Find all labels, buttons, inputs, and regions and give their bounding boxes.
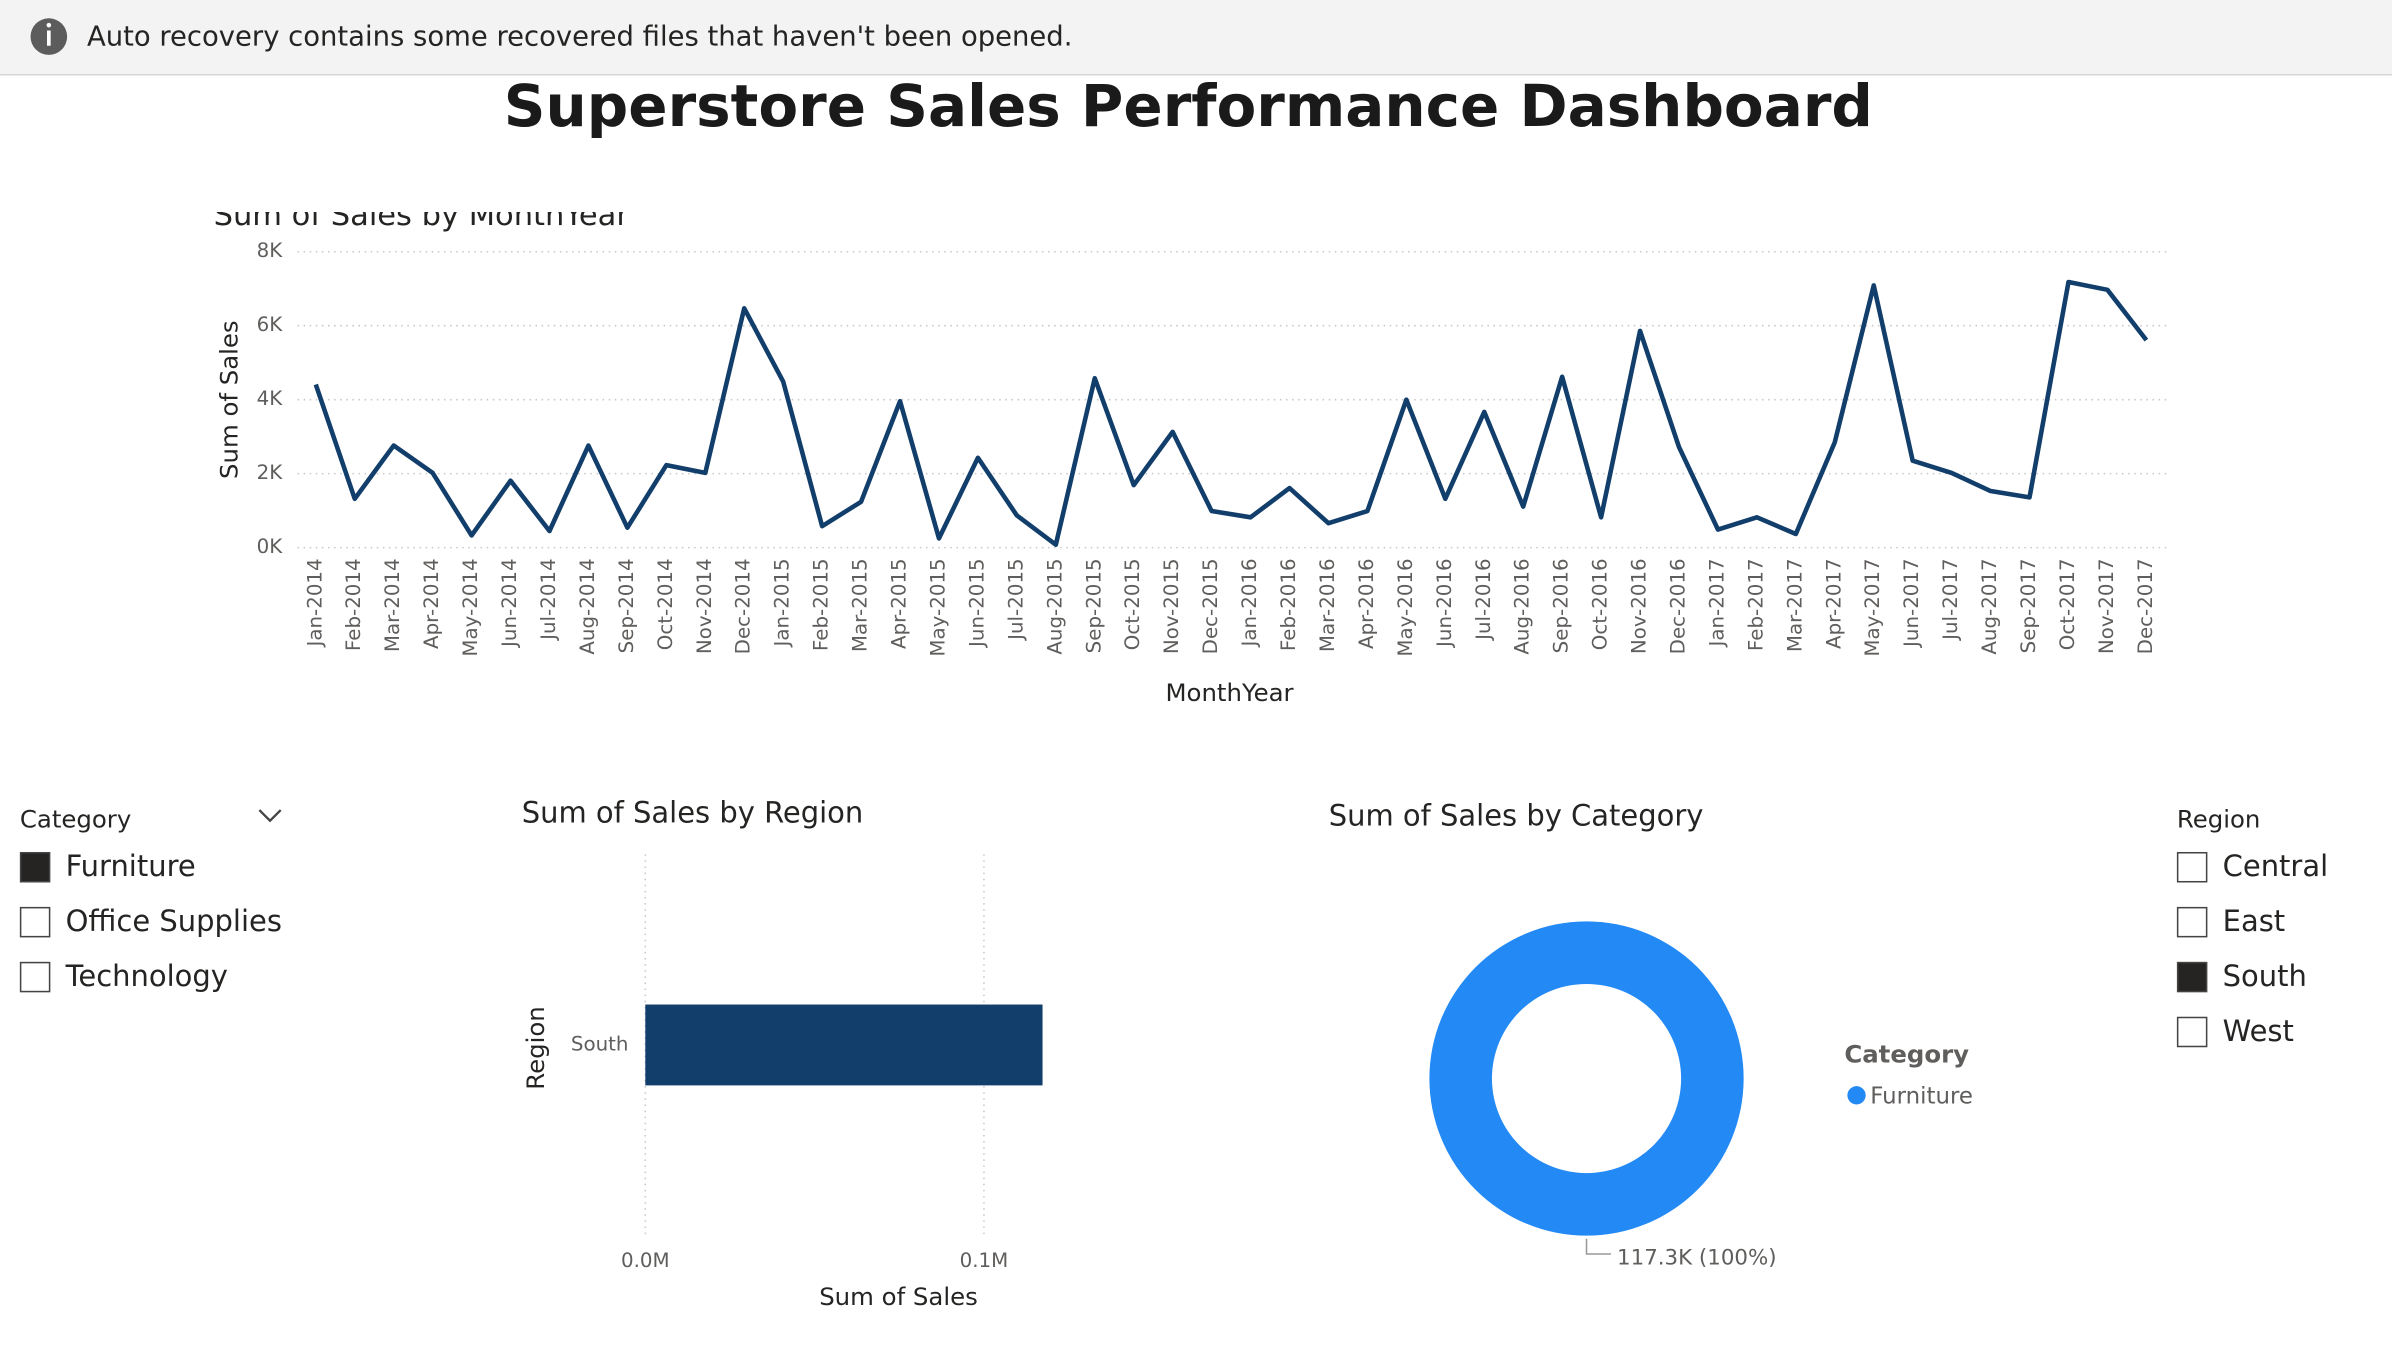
x-tick-label: 0.0M bbox=[621, 1249, 670, 1272]
x-tick-label: Jan-2014 bbox=[303, 558, 326, 648]
y-tick-label: 4K bbox=[257, 387, 284, 410]
x-tick-label: Apr-2016 bbox=[1355, 558, 1378, 649]
slicer-title: Region bbox=[2177, 805, 2261, 834]
x-tick-label: Oct-2016 bbox=[1589, 558, 1612, 650]
x-tick-label: Oct-2014 bbox=[654, 558, 677, 650]
x-tick-label: Aug-2014 bbox=[576, 558, 599, 654]
x-tick-label: Jun-2017 bbox=[1900, 558, 1923, 649]
x-tick-label: Oct-2015 bbox=[1121, 558, 1144, 650]
slicer-checkbox[interactable] bbox=[19, 906, 51, 938]
x-tick-label: Dec-2014 bbox=[732, 558, 755, 654]
x-axis-title: MonthYear bbox=[1166, 678, 1295, 707]
y-axis-title: Sum of Sales bbox=[214, 320, 243, 479]
slicer-checkbox[interactable] bbox=[19, 961, 51, 993]
slicer-checkbox[interactable] bbox=[2176, 851, 2208, 883]
info-icon-stem bbox=[47, 30, 51, 46]
x-tick-label: Jan-2016 bbox=[1238, 558, 1261, 648]
notification-bar bbox=[0, 0, 2392, 75]
x-tick-label: Feb-2015 bbox=[810, 558, 833, 651]
x-tick-label: Mar-2015 bbox=[849, 558, 872, 652]
donut-slice bbox=[1429, 921, 1744, 1236]
chart-title: Sum of Sales by Category bbox=[1329, 799, 1704, 833]
leader-line bbox=[1585, 1238, 1611, 1255]
slicer-title: Category bbox=[20, 805, 131, 834]
dashboard-title: Superstore Sales Performance Dashboard bbox=[504, 72, 1873, 140]
data-label: 117.3K (100%) bbox=[1617, 1246, 1777, 1271]
x-tick-label: Jun-2014 bbox=[498, 558, 521, 649]
x-tick-label: Feb-2016 bbox=[1277, 558, 1300, 651]
slicer-checkbox[interactable] bbox=[2176, 1016, 2208, 1048]
x-tick-label: 0.1M bbox=[960, 1249, 1009, 1272]
x-tick-label: Mar-2014 bbox=[381, 558, 404, 652]
slicer-item[interactable]: Central bbox=[2223, 849, 2328, 883]
y-tick-label: South bbox=[571, 1032, 629, 1055]
slicer-checkbox[interactable] bbox=[2176, 961, 2208, 993]
chart-title: Sum of Sales by MonthYear bbox=[214, 198, 630, 233]
x-tick-label: Jan-2015 bbox=[771, 558, 794, 648]
x-tick-label: Sep-2014 bbox=[615, 558, 638, 653]
bar bbox=[645, 1004, 1043, 1086]
slicer-item[interactable]: East bbox=[2223, 904, 2286, 938]
notification-text: Auto recovery contains some recovered fi… bbox=[87, 22, 1073, 53]
sales-line bbox=[313, 279, 2149, 547]
x-tick-label: Jul-2015 bbox=[1004, 558, 1027, 642]
y-tick-label: 6K bbox=[257, 313, 284, 336]
x-tick-label: Dec-2015 bbox=[1199, 558, 1222, 654]
x-tick-label: Jul-2014 bbox=[537, 558, 560, 642]
x-tick-label: Nov-2014 bbox=[693, 558, 716, 654]
x-tick-label: Aug-2015 bbox=[1043, 558, 1066, 654]
x-tick-label: Feb-2014 bbox=[342, 558, 365, 651]
x-axis-title: Sum of Sales bbox=[819, 1282, 978, 1311]
x-tick-label: Jul-2016 bbox=[1472, 558, 1495, 642]
x-tick-label: Sep-2017 bbox=[2017, 558, 2040, 653]
x-tick-label: Sep-2016 bbox=[1550, 558, 1573, 653]
slicer-item[interactable]: South bbox=[2223, 959, 2307, 993]
x-tick-label: Apr-2015 bbox=[888, 558, 911, 649]
x-tick-label: Jun-2016 bbox=[1433, 558, 1456, 649]
slicer-checkbox[interactable] bbox=[19, 851, 51, 883]
x-tick-label: Dec-2016 bbox=[1666, 558, 1689, 654]
x-tick-label: Aug-2017 bbox=[1978, 558, 2001, 654]
x-tick-label: Dec-2017 bbox=[2134, 558, 2157, 654]
legend-marker bbox=[1847, 1086, 1866, 1105]
legend-title: Category bbox=[1844, 1040, 1969, 1069]
x-tick-label: Aug-2016 bbox=[1511, 558, 1534, 654]
x-tick-label: Mar-2017 bbox=[1783, 558, 1806, 652]
y-tick-label: 0K bbox=[257, 535, 284, 558]
x-tick-label: Nov-2016 bbox=[1628, 558, 1651, 654]
x-tick-label: Jan-2017 bbox=[1705, 558, 1728, 648]
slicer-checkbox[interactable] bbox=[2176, 906, 2208, 938]
y-axis-title: Region bbox=[521, 1006, 550, 1090]
legend-label: Furniture bbox=[1870, 1083, 1973, 1109]
info-icon-dot bbox=[46, 22, 52, 28]
slicer-chevron[interactable] bbox=[258, 809, 282, 823]
slicer-item[interactable]: Furniture bbox=[66, 849, 196, 883]
x-tick-label: May-2015 bbox=[926, 558, 949, 656]
x-tick-label: Jun-2015 bbox=[965, 558, 988, 649]
x-tick-label: May-2014 bbox=[459, 558, 482, 656]
x-tick-label: Feb-2017 bbox=[1744, 558, 1767, 651]
chart-title: Sum of Sales by Region bbox=[522, 796, 864, 830]
x-tick-label: Oct-2017 bbox=[2056, 558, 2079, 650]
x-tick-label: Sep-2015 bbox=[1082, 558, 1105, 653]
y-tick-label: 2K bbox=[257, 461, 284, 484]
x-tick-label: Jul-2017 bbox=[1939, 558, 1962, 642]
x-tick-label: Apr-2017 bbox=[1822, 558, 1845, 649]
y-tick-label: 8K bbox=[257, 239, 284, 262]
slicer-item[interactable]: Office Supplies bbox=[66, 904, 282, 938]
x-tick-label: Nov-2017 bbox=[2095, 558, 2118, 654]
slicer-item[interactable]: Technology bbox=[65, 959, 228, 993]
x-tick-label: Nov-2015 bbox=[1160, 558, 1183, 654]
x-tick-label: Mar-2016 bbox=[1316, 558, 1339, 652]
x-tick-label: May-2017 bbox=[1861, 558, 1884, 656]
x-tick-label: May-2016 bbox=[1394, 558, 1417, 656]
x-tick-label: Apr-2014 bbox=[420, 558, 443, 649]
slicer-item[interactable]: West bbox=[2223, 1014, 2294, 1048]
